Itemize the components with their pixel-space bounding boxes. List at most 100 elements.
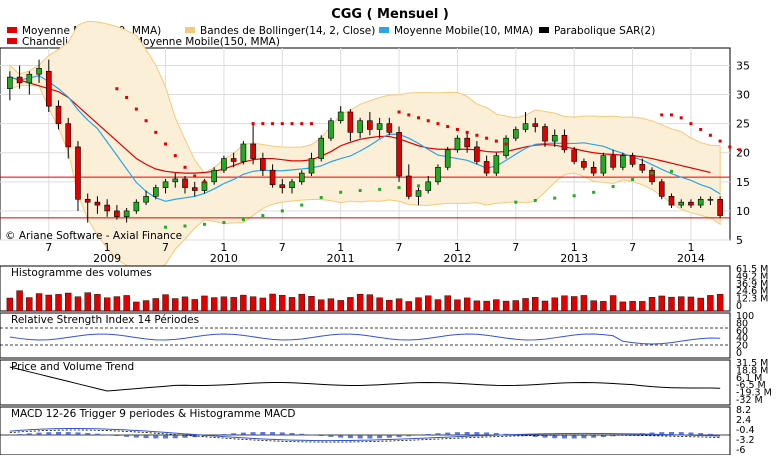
macd-histogram-bar — [668, 432, 674, 436]
macd-histogram-bar — [513, 434, 519, 436]
volume-bar — [269, 293, 276, 312]
macd-histogram-bar — [94, 433, 100, 436]
macd-histogram-bar — [114, 435, 120, 436]
macd-histogram-bar — [464, 432, 470, 436]
macd-histogram-bar — [260, 432, 266, 436]
sar-point — [718, 139, 722, 143]
macd-line — [9, 428, 721, 442]
macd-tick-label: -6 — [736, 445, 745, 455]
candle-body — [658, 181, 665, 197]
x-year-label: 2012 — [443, 252, 471, 265]
legend-swatch — [379, 27, 389, 33]
sar-point-green — [183, 224, 187, 228]
candle-body — [230, 158, 237, 162]
sar-point — [397, 110, 401, 114]
candle-body — [396, 132, 402, 177]
sar-point — [300, 122, 304, 126]
macd-histogram-bar — [318, 435, 324, 437]
x-month-label: 7 — [629, 241, 636, 254]
candle-body — [532, 123, 539, 127]
volume-bar — [16, 290, 23, 312]
sar-point-green — [319, 196, 323, 200]
sar-point — [202, 180, 206, 184]
rsi-panel: Relative Strength Index 14 Périodes 10080… — [0, 311, 754, 359]
sar-point-green — [280, 209, 284, 213]
macd-histogram-bar — [454, 432, 460, 436]
sar-point-green — [241, 218, 245, 222]
macd-histogram-bar — [600, 435, 606, 438]
volume-bar — [240, 294, 247, 312]
x-month-label: 7 — [512, 241, 519, 254]
volume-bar — [678, 296, 685, 312]
macd-histogram-bar — [698, 433, 704, 436]
copyright: © Ariane Software - Axial Finance — [5, 230, 182, 242]
volume-bar — [600, 301, 607, 312]
candle-body — [678, 201, 685, 206]
volume-tick-label: 0 — [736, 301, 742, 312]
volume-bar — [84, 292, 91, 312]
volume-frame — [0, 265, 731, 312]
volume-bar — [103, 297, 111, 312]
volume-bar — [45, 294, 52, 312]
volume-bar — [288, 297, 296, 312]
macd-histogram-bar — [231, 433, 237, 436]
legend-label: Bandes de Bollinger(14, 2, Close) — [200, 25, 375, 37]
macd-tick-label: 2.4 — [736, 415, 751, 426]
rsi-tick-label: 40 — [736, 333, 748, 344]
macd-histogram-bar — [610, 435, 616, 437]
candle-body — [221, 158, 227, 171]
sar-point-green — [358, 189, 362, 193]
volume-bar — [142, 300, 150, 312]
candle-body — [620, 155, 626, 168]
macd-histogram-bar — [571, 435, 577, 439]
pvt-tick-label: 6.1 M — [736, 373, 762, 384]
macd-histogram-bar — [474, 432, 480, 436]
macd-histogram-bar — [707, 433, 713, 436]
macd-histogram-bar — [659, 432, 665, 436]
candle-body — [357, 120, 363, 133]
macd-histogram-bar — [581, 435, 587, 439]
sar-point-green — [261, 214, 265, 218]
candle-body — [55, 105, 62, 124]
sar-point — [125, 95, 129, 99]
x-month-label: 1 — [454, 241, 461, 254]
candle-body — [269, 169, 276, 186]
candle-body — [444, 149, 451, 168]
candle-body — [162, 181, 169, 188]
sar-point — [309, 122, 313, 126]
candle-body — [26, 73, 33, 84]
x-month-label: 1 — [337, 241, 344, 254]
candle-body — [415, 190, 422, 197]
macd-histogram-bar — [357, 435, 363, 439]
volume-bar — [308, 296, 315, 312]
candle-body — [405, 175, 412, 197]
volume-tick-label: 12.3 M — [736, 294, 768, 305]
volume-bar — [94, 294, 101, 312]
macd-histogram-bar — [17, 434, 23, 436]
pvt-tick-label: -32 M — [736, 395, 763, 406]
sar-point — [436, 122, 440, 126]
candle-body — [240, 143, 247, 162]
sar-point — [475, 133, 479, 137]
sar-point-green — [202, 222, 206, 226]
sar-point — [251, 122, 255, 126]
x-year-label: 2010 — [210, 252, 238, 265]
pvt-line — [9, 366, 721, 392]
macd-histogram-bar — [416, 434, 422, 436]
volume-bar — [181, 296, 189, 312]
sar-point-green — [300, 203, 304, 207]
volume-bar — [502, 300, 510, 312]
sar-point — [455, 127, 459, 131]
volume-bar — [113, 296, 121, 312]
sar-point-green — [650, 171, 654, 175]
volume-bar — [347, 297, 354, 312]
price-tick-label: 15 — [736, 176, 750, 189]
candle-body — [513, 129, 519, 139]
x-year-label: 2013 — [560, 252, 588, 265]
candle-body — [386, 123, 393, 133]
volume-bar — [327, 298, 335, 312]
volume-bar — [279, 295, 286, 312]
candle-body — [133, 201, 140, 212]
candle-body — [474, 146, 480, 162]
